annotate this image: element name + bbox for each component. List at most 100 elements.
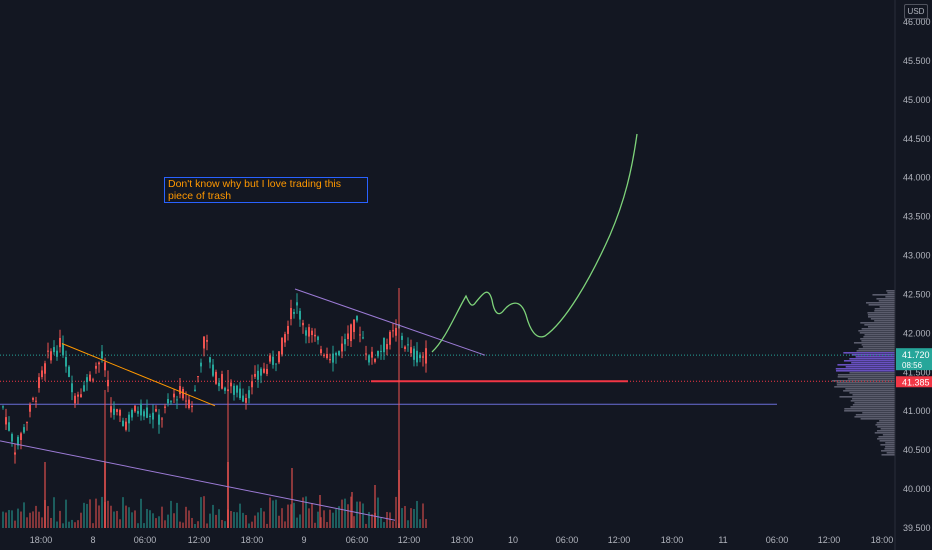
- candle-body: [86, 377, 88, 383]
- profile-bar: [885, 442, 895, 444]
- candle-body: [65, 357, 67, 367]
- profile-bar: [876, 422, 895, 424]
- volume-bar: [308, 508, 310, 528]
- trendline-orange[interactable]: [61, 343, 216, 407]
- candle-body: [113, 408, 115, 415]
- profile-bar: [832, 380, 895, 382]
- volume-bar: [86, 503, 88, 528]
- candle-body: [137, 411, 139, 414]
- volume-bar: [389, 512, 391, 528]
- candle-body: [347, 333, 349, 340]
- candle-body: [161, 418, 163, 420]
- volume-bar: [206, 523, 208, 528]
- annotation-note[interactable]: Don't know why but I love trading this p…: [164, 177, 368, 203]
- y-tick-label: 41.500: [903, 367, 931, 377]
- candle-body: [41, 370, 43, 378]
- x-tick-label: 12:00: [188, 535, 211, 545]
- currency-label[interactable]: USD: [904, 4, 928, 19]
- volume-bar: [92, 523, 94, 528]
- volume-bar: [317, 511, 319, 528]
- volume-bar: [410, 508, 412, 528]
- candle-body: [50, 351, 52, 361]
- candle-body: [143, 411, 145, 417]
- candle-body: [356, 316, 358, 321]
- volume-bar: [341, 499, 343, 528]
- profile-bar: [847, 378, 895, 380]
- volume-bar: [293, 502, 295, 528]
- profile-bar: [852, 404, 895, 406]
- candle-body: [149, 415, 151, 417]
- profile-bar: [882, 434, 895, 436]
- trendline-upper[interactable]: [294, 288, 486, 356]
- x-tick-label: 10: [508, 535, 518, 545]
- profile-bar: [843, 352, 895, 354]
- volume-bar: [131, 512, 133, 528]
- profile-bar: [886, 452, 895, 454]
- profile-bar: [861, 344, 895, 346]
- volume-bar: [338, 506, 340, 528]
- volume-bar: [359, 501, 361, 528]
- candle-body: [152, 412, 154, 420]
- volume-bar: [197, 521, 199, 528]
- profile-bar: [880, 428, 895, 430]
- volume-bar: [203, 496, 205, 528]
- candle-body: [110, 406, 112, 413]
- candle-body: [389, 331, 391, 345]
- profile-bar: [853, 342, 895, 344]
- volume-bar: [230, 510, 232, 528]
- profile-bar: [867, 326, 895, 328]
- profile-bar: [874, 432, 895, 434]
- profile-bar: [837, 376, 895, 378]
- candle-body: [215, 371, 217, 384]
- volume-bar: [365, 523, 367, 528]
- countdown-label: 08:56: [902, 361, 923, 370]
- y-tick-label: 40.500: [903, 445, 931, 455]
- x-tick-label: 06:00: [556, 535, 579, 545]
- volume-bar: [362, 503, 364, 528]
- projection-path[interactable]: [431, 133, 638, 353]
- candle-body: [305, 330, 307, 336]
- volume-bar: [302, 497, 304, 528]
- volume-bar: [239, 503, 241, 528]
- y-tick-label: 40.000: [903, 484, 931, 494]
- volume-bar: [215, 514, 217, 528]
- last-price-badge: [896, 348, 932, 371]
- last-price-label: 41.720: [902, 350, 930, 360]
- price-axis[interactable]: 46.000 45.500 45.000 44.500 44.000 43.500 43.0…: [903, 17, 931, 533]
- trend-drawings[interactable]: [0, 133, 638, 521]
- profile-bar: [861, 340, 895, 342]
- candle-body: [344, 339, 346, 345]
- candle-body: [95, 365, 97, 369]
- candle-body: [365, 353, 367, 355]
- volume-bar: [14, 520, 16, 528]
- profile-bar: [874, 310, 895, 312]
- volume-bar: [68, 521, 70, 528]
- volume-bar: [20, 511, 22, 528]
- volume-bar: [245, 515, 247, 528]
- candle-body: [371, 351, 373, 358]
- volume-bar: [41, 517, 43, 528]
- candle-body: [77, 394, 79, 397]
- volume-bar: [11, 510, 13, 528]
- candle-body: [287, 325, 289, 334]
- volume-bar: [23, 502, 25, 528]
- volume-bar: [269, 497, 271, 528]
- candle-body: [281, 337, 283, 355]
- volume-bar: [107, 500, 109, 528]
- volume-bar: [65, 499, 67, 528]
- candle-body: [323, 354, 325, 356]
- time-axis[interactable]: 18:00 8 06:00 12:00 18:00 9 06:00 12:00 18:00 10 0…: [30, 535, 894, 545]
- candle-body: [5, 417, 7, 425]
- volume-bar: [404, 506, 406, 528]
- candle-body: [260, 368, 262, 376]
- volume-bar: [122, 497, 124, 528]
- volume-bar: [368, 511, 370, 528]
- volume-bar: [335, 509, 337, 528]
- candle-body: [74, 395, 76, 404]
- volume-spike: [374, 485, 376, 528]
- profile-bar: [860, 322, 895, 324]
- candle-body: [380, 350, 382, 352]
- trendline-lower[interactable]: [0, 440, 396, 521]
